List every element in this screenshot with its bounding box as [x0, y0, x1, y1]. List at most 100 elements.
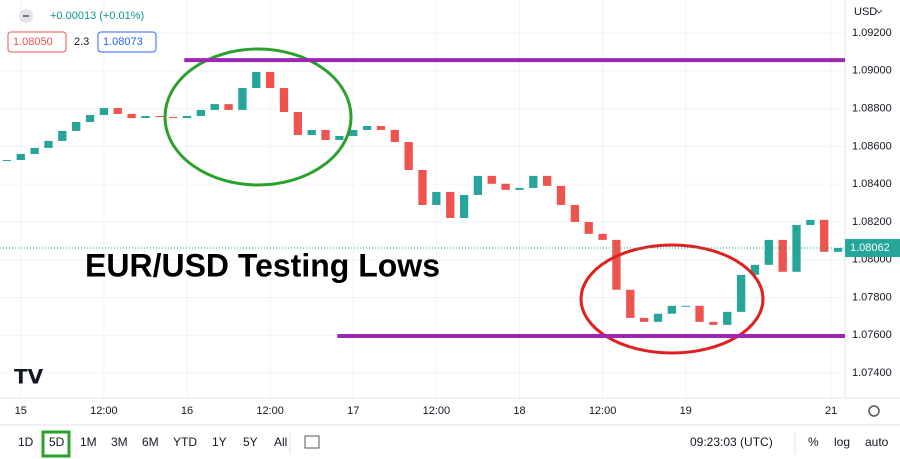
candle: [265, 71, 275, 89]
candle: [404, 142, 413, 171]
range-button[interactable]: 5D: [49, 435, 65, 449]
candle: [141, 115, 150, 119]
candle: [584, 221, 593, 234]
y-tick-label: 1.08600: [852, 140, 892, 152]
range-button[interactable]: 6M: [142, 435, 159, 449]
date-range-button[interactable]: [304, 435, 320, 449]
last-price-label: 1.08062: [850, 242, 890, 254]
candle: [224, 104, 233, 110]
candle: [709, 321, 718, 325]
spread: 2.3: [74, 36, 89, 48]
candle: [764, 239, 773, 265]
x-tick-label: 12:00: [423, 405, 451, 417]
auto-toggle[interactable]: auto: [865, 435, 889, 449]
bid: 1.08050: [13, 36, 53, 48]
candle: [736, 274, 746, 312]
ask-box[interactable]: [97, 31, 157, 53]
y-tick-label: 1.07400: [852, 367, 892, 379]
range-button[interactable]: 1D: [18, 435, 34, 449]
candle: [653, 313, 663, 322]
candle: [307, 129, 316, 136]
clock: 09:23:03 (UTC): [690, 435, 773, 449]
candle: [432, 191, 441, 205]
candle: [418, 170, 427, 205]
y-tick-label: 1.08200: [852, 216, 892, 228]
y-tick-label: 1.09000: [852, 65, 892, 77]
last-price-box: [845, 239, 900, 258]
x-tick-label: 18: [513, 405, 525, 417]
settings-button[interactable]: [868, 405, 880, 417]
candle: [182, 115, 192, 119]
candle: [459, 194, 469, 218]
candle: [252, 71, 261, 89]
candle: [487, 175, 496, 184]
ask: 1.08073: [103, 36, 143, 48]
logo: 𝗧𝗩: [14, 366, 44, 388]
candle: [58, 130, 67, 141]
log-toggle[interactable]: log: [834, 435, 850, 449]
range-button[interactable]: All: [274, 435, 287, 449]
range-button[interactable]: 1M: [80, 435, 97, 449]
change: +0.00013 (+0.01%): [50, 10, 144, 22]
x-tick-label: 21: [825, 405, 837, 417]
candle: [279, 88, 289, 113]
candle: [30, 147, 39, 154]
range-button[interactable]: 5Y: [243, 435, 258, 449]
x-tick-label: 12:00: [256, 405, 284, 417]
active-range: [41, 430, 71, 458]
candle: [44, 140, 53, 148]
x-tick-label: 12:00: [589, 405, 617, 417]
x-tick-label: 12:00: [90, 405, 118, 417]
candle: [723, 311, 732, 325]
currency[interactable]: USD: [854, 6, 877, 18]
x-tick-label: 15: [15, 405, 27, 417]
range-button[interactable]: 1Y: [212, 435, 227, 449]
candle: [667, 305, 676, 314]
candle: [127, 113, 136, 119]
y-tick-label: 1.09200: [852, 27, 892, 39]
plot: [2, 71, 843, 325]
candle: [16, 153, 25, 160]
icon: [875, 9, 883, 14]
candle: [806, 219, 815, 225]
candle: [612, 239, 621, 290]
candle: [376, 125, 386, 130]
candle: [349, 129, 358, 137]
candle: [598, 233, 607, 240]
y-tick-label: 1.07600: [852, 329, 892, 341]
candle: [169, 116, 178, 119]
y-tick-label: 1.07800: [852, 291, 892, 303]
candle: [293, 112, 302, 136]
candle: [556, 185, 566, 205]
candle: [778, 239, 787, 272]
highlight-ellipse: [163, 47, 353, 187]
x-tick-label: 19: [680, 405, 692, 417]
range-buttons: 1D 5D 1M 3M 6M YTD 1Y 5Y All: [18, 430, 287, 458]
candle: [750, 264, 760, 275]
candle: [833, 248, 843, 252]
candle: [72, 122, 81, 131]
range-button[interactable]: YTD: [173, 435, 197, 449]
candle: [639, 317, 649, 322]
candle: [321, 129, 330, 140]
candle: [210, 104, 219, 110]
x-tick-label: 16: [181, 405, 193, 417]
candle: [695, 305, 704, 322]
candle: [501, 183, 510, 190]
bid-box[interactable]: [7, 31, 67, 53]
percent-toggle[interactable]: %: [808, 435, 819, 449]
candle: [85, 115, 95, 123]
candle: [2, 159, 12, 161]
candle: [196, 109, 206, 116]
range-button[interactable]: 3M: [111, 435, 128, 449]
candle: [238, 88, 247, 110]
candle: [473, 175, 483, 195]
candle: [543, 175, 552, 186]
annotation: EUR/USD Testing Lows: [85, 247, 440, 283]
candle: [362, 125, 372, 130]
candle: [446, 191, 455, 218]
y-tick-label: 1.08400: [852, 178, 892, 190]
candle: [681, 305, 690, 307]
